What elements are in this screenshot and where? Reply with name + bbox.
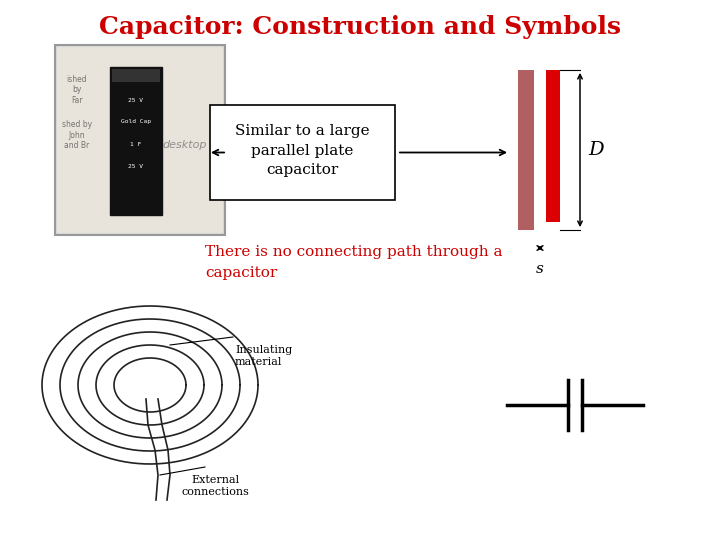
Text: 25 V: 25 V (128, 164, 143, 168)
Text: Similar to a large
parallel plate
capacitor: Similar to a large parallel plate capaci… (235, 124, 370, 177)
Text: D: D (588, 141, 603, 159)
Bar (546, 70, 560, 222)
Text: shed by
John
and Br: shed by John and Br (62, 120, 92, 150)
Text: Gold Cap: Gold Cap (121, 119, 151, 125)
Bar (57, 47, 223, 233)
Text: desktop: desktop (163, 140, 207, 150)
Bar (55, 45, 225, 235)
Bar (110, 67, 162, 215)
Text: There is no connecting path through a
capacitor: There is no connecting path through a ca… (205, 245, 503, 280)
Text: s: s (536, 262, 544, 276)
Bar (518, 70, 534, 230)
Text: ished
by
Far: ished by Far (67, 75, 87, 105)
Text: Insulating
material: Insulating material (235, 345, 292, 367)
Text: Capacitor: Construction and Symbols: Capacitor: Construction and Symbols (99, 15, 621, 39)
Text: 1 F: 1 F (130, 141, 142, 146)
Bar (112, 69, 160, 82)
Text: External
connections: External connections (181, 475, 249, 497)
Bar (210, 105, 395, 200)
Text: 25 V: 25 V (128, 98, 143, 103)
